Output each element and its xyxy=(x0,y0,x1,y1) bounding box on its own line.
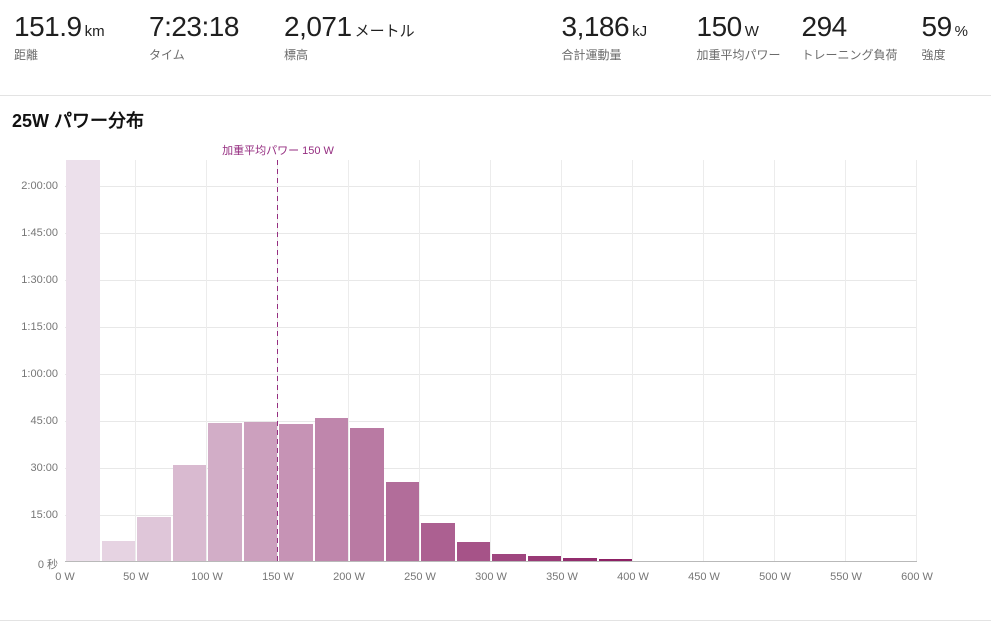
y-axis-label: 0 秒 xyxy=(37,559,58,571)
stats-right-group: 3,186 kJ 合計運動量 150 W 加重平均パワー 294 トレーニング負… xyxy=(562,10,969,63)
intensity-value: 59 xyxy=(921,11,953,42)
intensity-label: 強度 xyxy=(921,48,946,62)
weighted-avg-power-unit: W xyxy=(744,23,759,40)
stat-total-work: 3,186 kJ 合計運動量 xyxy=(562,10,697,63)
vertical-gridline xyxy=(916,160,917,561)
stat-training-load: 294 トレーニング負荷 xyxy=(802,10,922,63)
vertical-gridline xyxy=(348,160,349,561)
time-value: 7:23:18 xyxy=(149,11,239,42)
stat-elevation: 2,071 メートル 標高 xyxy=(284,10,415,63)
power-bin-bar[interactable] xyxy=(350,428,384,561)
total-work-label: 合計運動量 xyxy=(561,48,622,62)
x-axis-label: 600 W xyxy=(901,571,933,583)
power-bin-bar[interactable] xyxy=(66,160,100,561)
power-bin-bar[interactable] xyxy=(243,421,277,561)
y-axis-label: 1:45:00 xyxy=(21,227,58,240)
x-axis-label: 0 W xyxy=(55,571,75,583)
weighted-avg-power-marker-label: 加重平均パワー 150 W xyxy=(222,145,334,157)
x-axis-label: 250 W xyxy=(404,571,436,583)
summary-stats-bar: 151.9 km 距離 7:23:18 タイム 2,071 メートル 標高 3,… xyxy=(0,0,991,95)
vertical-gridline xyxy=(774,160,775,561)
y-axis-label: 1:15:00 xyxy=(21,321,58,334)
bottom-divider xyxy=(0,620,991,621)
y-axis-label: 1:00:00 xyxy=(21,368,58,381)
horizontal-gridline xyxy=(65,374,917,376)
horizontal-gridline xyxy=(65,421,917,423)
power-bin-bar[interactable] xyxy=(385,481,419,561)
y-axis-label: 2:00:00 xyxy=(21,180,58,193)
power-bin-bar[interactable] xyxy=(492,553,526,561)
stats-left-group: 151.9 km 距離 7:23:18 タイム 2,071 メートル 標高 xyxy=(14,10,415,63)
weighted-avg-power-marker-line xyxy=(277,160,278,561)
training-load-label: トレーニング負荷 xyxy=(801,48,898,62)
total-work-unit: kJ xyxy=(632,23,648,40)
plot-area xyxy=(65,160,917,562)
distance-value: 151.9 xyxy=(14,11,82,42)
distance-label: 距離 xyxy=(14,48,39,62)
training-load-value: 294 xyxy=(801,11,848,42)
horizontal-gridline xyxy=(65,327,917,329)
x-axis-label: 200 W xyxy=(333,571,365,583)
x-axis-label: 400 W xyxy=(617,571,649,583)
intensity-unit: % xyxy=(954,23,968,40)
power-bin-bar[interactable] xyxy=(563,558,597,561)
power-bin-bar[interactable] xyxy=(279,424,313,561)
horizontal-gridline xyxy=(65,186,917,188)
x-axis-label: 100 W xyxy=(191,571,223,583)
header-divider xyxy=(0,95,991,96)
x-axis-label: 500 W xyxy=(759,571,791,583)
vertical-gridline xyxy=(845,160,846,561)
x-axis-label: 150 W xyxy=(262,571,294,583)
x-axis-label: 350 W xyxy=(546,571,578,583)
vertical-gridline xyxy=(135,160,136,561)
x-axis-label: 550 W xyxy=(830,571,862,583)
power-bin-bar[interactable] xyxy=(101,540,135,561)
y-axis-label: 45:00 xyxy=(30,415,58,428)
power-bin-bar[interactable] xyxy=(314,418,348,561)
power-bin-bar[interactable] xyxy=(137,516,171,561)
weighted-avg-power-value: 150 xyxy=(696,11,743,42)
horizontal-gridline xyxy=(65,280,917,282)
horizontal-gridline xyxy=(65,515,917,516)
horizontal-gridline xyxy=(65,233,917,235)
vertical-gridline xyxy=(206,160,207,561)
chart-section-title: 25W パワー分布 xyxy=(12,111,145,131)
power-bin-bar[interactable] xyxy=(456,541,490,561)
elevation-unit: メートル xyxy=(354,23,415,40)
vertical-gridline xyxy=(632,160,633,561)
x-axis-label: 450 W xyxy=(688,571,720,583)
y-axis-label: 1:30:00 xyxy=(21,274,58,287)
power-bin-bar[interactable] xyxy=(527,556,561,561)
y-axis-label: 30:00 xyxy=(30,462,58,475)
elevation-label: 標高 xyxy=(284,48,309,62)
horizontal-gridline xyxy=(65,468,917,470)
power-bin-bar[interactable] xyxy=(208,422,242,561)
x-axis-label: 50 W xyxy=(123,571,149,583)
elevation-value: 2,071 xyxy=(284,11,352,42)
distance-unit: km xyxy=(84,23,105,40)
power-bin-bar[interactable] xyxy=(598,559,632,561)
power-bin-bar[interactable] xyxy=(172,464,206,561)
stat-intensity: 59 % 強度 xyxy=(922,10,969,63)
vertical-gridline xyxy=(419,160,420,561)
y-axis-label: 15:00 xyxy=(30,509,58,521)
vertical-gridline xyxy=(561,160,562,561)
vertical-gridline xyxy=(490,160,491,561)
x-axis-label: 300 W xyxy=(475,571,507,583)
power-bin-bar[interactable] xyxy=(421,522,455,561)
weighted-avg-power-label: 加重平均パワー xyxy=(696,48,781,62)
stat-distance: 151.9 km 距離 xyxy=(14,10,149,63)
vertical-gridline xyxy=(703,160,704,561)
stat-time: 7:23:18 タイム xyxy=(149,10,284,63)
power-distribution-chart: 0 秒 15:00 30:00 45:00 1:00:00 1:15:00 1:30:00 1… xyxy=(0,133,991,593)
total-work-value: 3,186 xyxy=(561,11,630,42)
time-label: タイム xyxy=(149,48,185,62)
stat-weighted-avg-power: 150 W 加重平均パワー xyxy=(697,10,802,63)
